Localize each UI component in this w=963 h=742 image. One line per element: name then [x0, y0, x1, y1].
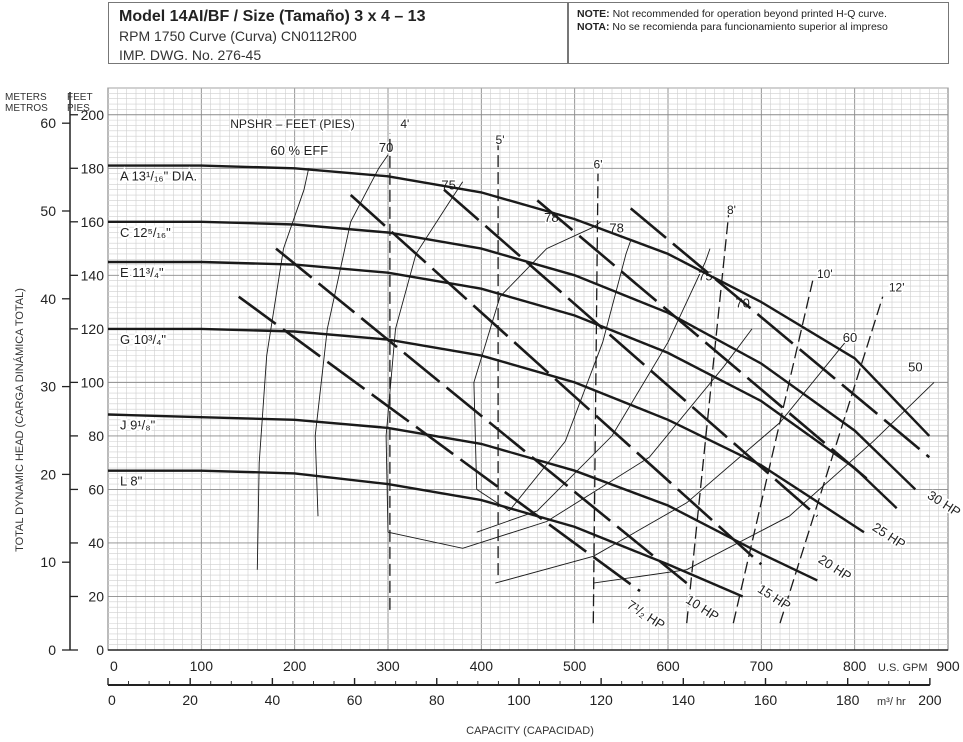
gpm-tick-label: 0 — [110, 658, 118, 674]
m3hr-tick-label: 180 — [836, 692, 860, 708]
m3hr-tick-label: 20 — [182, 692, 198, 708]
nota-label: NOTA: — [577, 21, 610, 33]
meters-tick-label: 50 — [40, 203, 56, 219]
gpm-tick-label: 600 — [656, 658, 680, 674]
meters-tick-label: 60 — [40, 115, 56, 131]
note-english: NOTE: Not recommended for operation beyo… — [577, 8, 948, 21]
gpm-tick-label: 300 — [376, 658, 400, 674]
npshr-title: NPSHR – FEET (PIES) — [230, 117, 354, 131]
m3hr-tick-label: 200 — [918, 692, 942, 708]
npshr-label: 12' — [889, 280, 905, 294]
efficiency-label: 60 — [843, 330, 857, 345]
m3hr-tick-label: 140 — [672, 692, 696, 708]
npshr-label: 4' — [400, 117, 409, 131]
impeller-curve — [107, 413, 818, 582]
npshr-curve — [779, 296, 884, 624]
gpm-unit-label: U.S. GPM — [878, 662, 928, 674]
rpm-line: RPM 1750 Curve (Curva) CN0112R00 — [119, 28, 357, 44]
m3hr-tick-label: 120 — [589, 692, 613, 708]
m3hr-tick-label: 40 — [265, 692, 281, 708]
efficiency-curve — [385, 181, 464, 533]
gpm-tick-label: 100 — [190, 658, 214, 674]
note-text: Not recommended for operation beyond pri… — [612, 8, 887, 20]
feet-tick-label: 160 — [81, 214, 105, 230]
impeller-curve — [108, 220, 917, 491]
efficiency-curve — [256, 168, 310, 570]
meters-tick-label: 0 — [48, 642, 56, 658]
impeller-curve — [108, 260, 898, 510]
note-label: NOTE: — [577, 8, 610, 20]
meters-unit-label: METERS — [5, 92, 47, 103]
feet-tick-label: 60 — [88, 481, 104, 497]
horsepower-line — [275, 247, 688, 585]
feet-tick-label: 120 — [81, 321, 105, 337]
feet-tick-label: 200 — [81, 107, 105, 123]
feet-tick-label: 20 — [88, 588, 104, 604]
gpm-tick-label: 200 — [283, 658, 307, 674]
m3hr-tick-label: 160 — [754, 692, 778, 708]
npshr-curve — [592, 173, 599, 624]
header-model-box: Model 14AI/BF / Size (Tamaño) 3 x 4 – 13… — [108, 2, 568, 64]
model-title: Model 14AI/BF / Size (Tamaño) 3 x 4 – 13 — [119, 8, 426, 25]
feet-tick-label: 0 — [96, 642, 104, 658]
npshr-label: 6' — [594, 157, 603, 171]
nota-text: No se recomienda para funcionamiento sup… — [612, 21, 888, 33]
feet-tick-label: 40 — [88, 535, 104, 551]
npshr-label: 10' — [817, 267, 833, 281]
x-axis-title: CAPACITY (CAPACIDAD) — [466, 725, 594, 737]
impeller-label: C 12⁵/₁₆" — [120, 225, 171, 240]
note-spanish: NOTA: No se recomienda para funcionamien… — [577, 21, 948, 34]
feet-tick-label: 100 — [81, 374, 105, 390]
efficiency-curve — [593, 382, 935, 584]
efficiency-curve — [314, 154, 389, 517]
feet-tick-label: 180 — [81, 160, 105, 176]
y-axis-title: TOTAL DYNAMIC HEAD (CARGA DINÁMICA TOTAL… — [13, 288, 26, 552]
npshr-label: 8' — [727, 203, 736, 217]
pies-unit-label: PIES — [67, 103, 90, 114]
metros-unit-label: METROS — [5, 103, 48, 114]
impeller-label: L 8" — [120, 474, 143, 489]
m3hr-tick-label: 60 — [347, 692, 363, 708]
feet-tick-label: 140 — [81, 267, 105, 283]
npshr-curve — [732, 280, 814, 624]
efficiency-curve — [495, 341, 846, 584]
impeller-label: A 13¹/₁₆" DIA. — [120, 169, 197, 184]
impeller-curve — [108, 164, 931, 437]
efficiency-curve — [387, 328, 753, 549]
impeller-label: E 11³/₄" — [120, 265, 164, 280]
horsepower-line — [237, 295, 641, 593]
meters-tick-label: 30 — [40, 379, 56, 395]
feet-tick-label: 80 — [88, 428, 104, 444]
feet-unit-label: FEET — [67, 92, 93, 103]
m3hr-tick-label: 0 — [108, 692, 116, 708]
efficiency-label: 50 — [908, 360, 922, 375]
m3hr-tick-label: 80 — [429, 692, 445, 708]
gpm-tick-label: 400 — [470, 658, 494, 674]
meters-tick-label: 40 — [40, 291, 56, 307]
m3hr-unit-label: m³/ hr — [877, 696, 906, 708]
impeller-label: J 9¹/₈" — [120, 417, 156, 432]
gpm-tick-label: 800 — [843, 658, 867, 674]
efficiency-label: 70 — [379, 140, 393, 155]
npshr-label: 5' — [496, 133, 505, 147]
gpm-tick-label: 900 — [936, 658, 960, 674]
horsepower-line — [629, 207, 931, 459]
header-note-box: NOTE: Not recommended for operation beyo… — [568, 2, 949, 64]
impeller-curve — [108, 327, 865, 534]
gpm-tick-label: 500 — [563, 658, 587, 674]
meters-tick-label: 10 — [40, 554, 56, 570]
impeller-curve — [108, 469, 744, 598]
m3hr-tick-label: 100 — [507, 692, 531, 708]
horsepower-line — [536, 199, 875, 486]
gpm-tick-label: 700 — [750, 658, 774, 674]
drawing-number: IMP. DWG. No. 276-45 — [119, 47, 262, 63]
efficiency-label: 60 % EFF — [270, 143, 328, 158]
impeller-label: G 10³/₄" — [120, 332, 166, 347]
horsepower-line — [349, 194, 763, 566]
meters-tick-label: 20 — [40, 466, 56, 482]
